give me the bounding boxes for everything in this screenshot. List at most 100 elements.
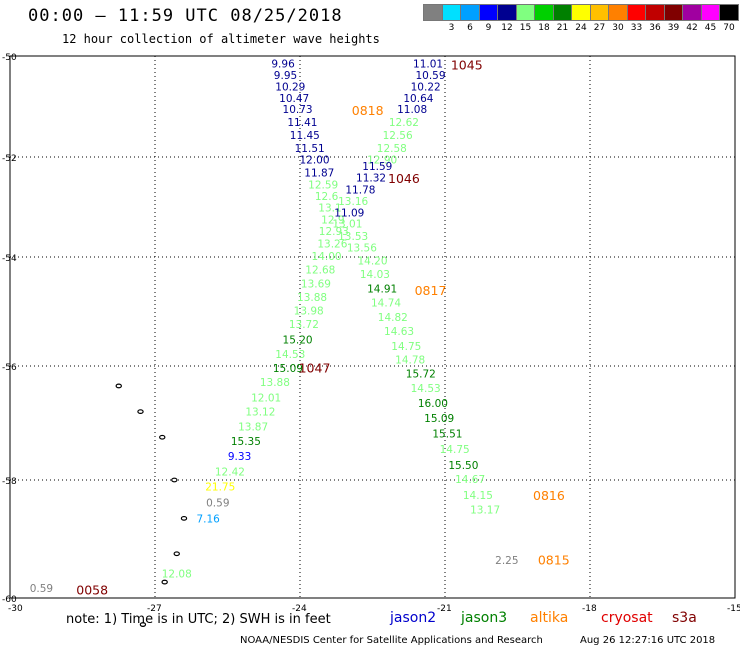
wave-height-value: 13.53	[338, 231, 368, 243]
legend-swatch	[608, 4, 628, 21]
wave-height-value: 12.08	[162, 568, 192, 580]
wave-height-value: 12.68	[305, 265, 335, 277]
wave-height-value: 11.09	[334, 208, 364, 220]
legend-swatch	[441, 4, 462, 21]
wave-height-value: 15.72	[406, 369, 436, 381]
legend-swatch	[460, 4, 480, 21]
wave-height-value: 12.62	[389, 117, 419, 129]
legend-swatch	[534, 4, 554, 21]
wave-height-value: 14.63	[384, 326, 414, 338]
legend-label: 36	[649, 23, 661, 33]
wave-height-value: 14.75	[440, 444, 470, 456]
wave-height-value: 14.75	[391, 341, 421, 353]
wave-height-value: 12.90	[367, 155, 397, 167]
island-outline	[161, 579, 168, 585]
wave-height-value: 2.25	[495, 555, 518, 567]
wave-height-value: 0.59	[206, 498, 229, 510]
wave-height-value: 12.9	[321, 215, 344, 227]
latitude-tick-label: -54	[2, 254, 17, 264]
legend-swatch	[571, 4, 591, 21]
island-outline	[173, 551, 180, 557]
wave-height-value: 9.95	[274, 70, 297, 82]
map-frame	[9, 55, 736, 599]
legend-swatch	[645, 4, 665, 21]
legend-swatch	[497, 4, 517, 21]
wave-height-value: 12.56	[383, 130, 413, 142]
wave-height-value: 13.88	[297, 292, 327, 304]
latitude-tick-label: -58	[2, 477, 17, 487]
satellite-label-altika: altika	[530, 610, 569, 626]
wave-height-value: 14.67	[455, 474, 485, 486]
wave-height-value: 14.15	[463, 490, 493, 502]
wave-height-value: 11.32	[356, 173, 386, 185]
wave-height-value: 10.73	[283, 104, 313, 116]
wave-height-value: 10.29	[275, 81, 305, 93]
island-outline	[139, 622, 147, 627]
legend-swatch	[719, 4, 739, 21]
island-outline	[137, 409, 144, 415]
longitude-tick-label: -24	[292, 604, 307, 614]
longitude-tick-label: -30	[8, 604, 23, 614]
legend-label: 39	[667, 23, 680, 33]
latitude-tick-label: -56	[2, 363, 17, 373]
legend-swatch	[515, 4, 536, 21]
wave-height-value: 13.1	[318, 203, 341, 215]
legend-swatch	[552, 4, 573, 21]
wave-height-value: 10.47	[279, 93, 309, 105]
legend-label: 12	[501, 23, 513, 33]
pass-time-label: 0058	[76, 582, 108, 597]
wave-height-value: 14.53	[275, 349, 305, 361]
wave-height-value: 16.00	[418, 398, 448, 410]
wave-height-value: 15.09	[424, 413, 454, 425]
latitude-tick-label: -60	[2, 595, 17, 605]
longitude-tick-label: -27	[147, 604, 162, 614]
wave-height-value: 15.09	[273, 363, 303, 375]
legend-swatch	[589, 4, 610, 21]
wave-height-value: 12.59	[308, 180, 338, 192]
wave-height-value: 9.33	[228, 451, 251, 463]
wave-height-value: 15.20	[283, 334, 313, 346]
wave-height-value: 11.01	[413, 59, 443, 71]
pass-time-label: 1047	[299, 360, 331, 375]
island-outline	[115, 383, 122, 389]
legend-label: 24	[575, 23, 587, 33]
island-outline	[171, 477, 178, 483]
satellite-label-s3a: s3a	[672, 610, 697, 626]
wave-height-value: 12.01	[251, 392, 281, 404]
pass-time-label: 0816	[533, 488, 565, 503]
wave-height-value: 12.00	[299, 155, 329, 167]
longitude-tick-label: -18	[582, 604, 597, 614]
legend-label: 42	[686, 23, 698, 33]
wave-height-value: 12.6	[315, 191, 339, 203]
legend-swatch	[663, 4, 684, 21]
satellite-label-jason2: jason2	[390, 610, 437, 626]
page-subtitle: 12 hour collection of altimeter wave hei…	[62, 32, 380, 46]
wave-height-value: 13.69	[301, 278, 331, 290]
legend-label: 45	[704, 23, 717, 33]
wave-height-value: 10.59	[415, 70, 445, 82]
wave-height-value: 11.59	[362, 161, 392, 173]
satellite-label-jason3: jason3	[461, 610, 508, 626]
pass-time-label: 1045	[451, 58, 483, 73]
wave-height-value: 12.93	[319, 226, 349, 238]
wave-height-value: 14.03	[360, 269, 390, 281]
legend-label: 33	[630, 23, 643, 33]
legend-swatch	[626, 4, 647, 21]
pass-time-label: 0817	[415, 283, 447, 298]
wave-height-value: 11.45	[290, 130, 320, 142]
footer-note: note: 1) Time is in UTC; 2) SWH is in fe…	[66, 612, 331, 627]
wave-height-value: 14.00	[312, 251, 342, 263]
latitude-tick-label: -52	[2, 154, 17, 164]
legend-label: 6	[467, 23, 473, 33]
legend-label: 15	[519, 23, 532, 33]
legend-swatch	[700, 4, 721, 21]
wave-height-value: 15.50	[448, 460, 478, 472]
wave-height-value: 14.20	[357, 255, 387, 267]
wave-height-value: 13.98	[294, 306, 324, 318]
wave-height-value: 9.96	[271, 59, 295, 71]
legend-swatch	[478, 4, 499, 21]
wave-height-value: 7.16	[196, 514, 220, 526]
wave-height-value: 14.82	[378, 312, 408, 324]
